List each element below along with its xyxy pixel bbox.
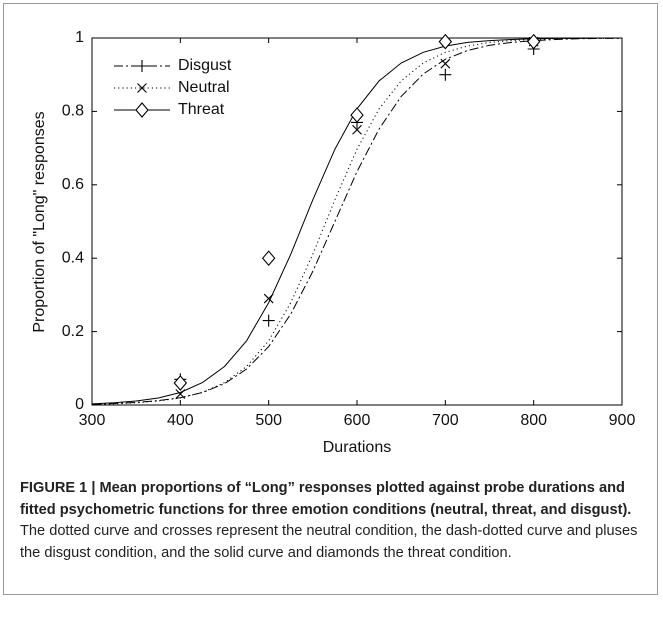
x-tick-label: 500 xyxy=(255,412,282,429)
marker-diamond xyxy=(261,250,276,267)
marker-plus xyxy=(439,68,452,81)
marker-diamond xyxy=(135,102,149,118)
x-tick-label: 400 xyxy=(167,412,194,429)
x-tick-label: 800 xyxy=(520,412,547,429)
y-tick-label: 0.4 xyxy=(62,249,84,266)
marker-cross xyxy=(263,293,274,304)
legend-label: Disgust xyxy=(178,57,232,74)
y-tick-label: 0.6 xyxy=(62,176,84,193)
chart: Durations Proportion of "Long" responses… xyxy=(31,29,636,456)
x-tick-label: 300 xyxy=(79,412,106,429)
marker-diamond xyxy=(350,107,364,123)
x-tick-label: 600 xyxy=(344,412,371,429)
y-tick-label: 1 xyxy=(75,29,84,46)
caption-title: FIGURE 1 | Mean proportions of “Long” re… xyxy=(20,480,632,518)
x-tick-label: 700 xyxy=(432,412,459,429)
marker-diamond xyxy=(173,375,188,391)
caption: FIGURE 1 | Mean proportions of “Long” re… xyxy=(20,478,645,564)
x-tick-label: 900 xyxy=(609,412,636,429)
marker-diamond xyxy=(526,33,541,50)
marker-cross xyxy=(440,58,451,69)
y-tick-label: 0.2 xyxy=(62,323,84,340)
fitted-curve xyxy=(91,37,623,405)
marker-cross xyxy=(137,83,147,93)
plot-frame xyxy=(91,37,623,406)
figure-frame xyxy=(3,3,658,595)
fitted-curve xyxy=(91,37,622,405)
marker-cross xyxy=(175,389,186,399)
legend-label: Threat xyxy=(178,101,225,118)
fitted-curve xyxy=(91,37,622,405)
caption-text: The dotted curve and crosses represent t… xyxy=(20,523,638,561)
legend-label: Neutral xyxy=(178,79,230,96)
marker-cross xyxy=(352,124,362,135)
y-axis-label: Proportion of "Long" responses xyxy=(31,111,48,332)
y-tick-label: 0.8 xyxy=(62,103,84,120)
marker-plus xyxy=(136,60,148,72)
y-tick-label: 0 xyxy=(75,396,84,413)
marker-diamond xyxy=(438,33,453,50)
x-axis-label: Durations xyxy=(323,439,391,456)
marker-plus xyxy=(262,314,275,327)
